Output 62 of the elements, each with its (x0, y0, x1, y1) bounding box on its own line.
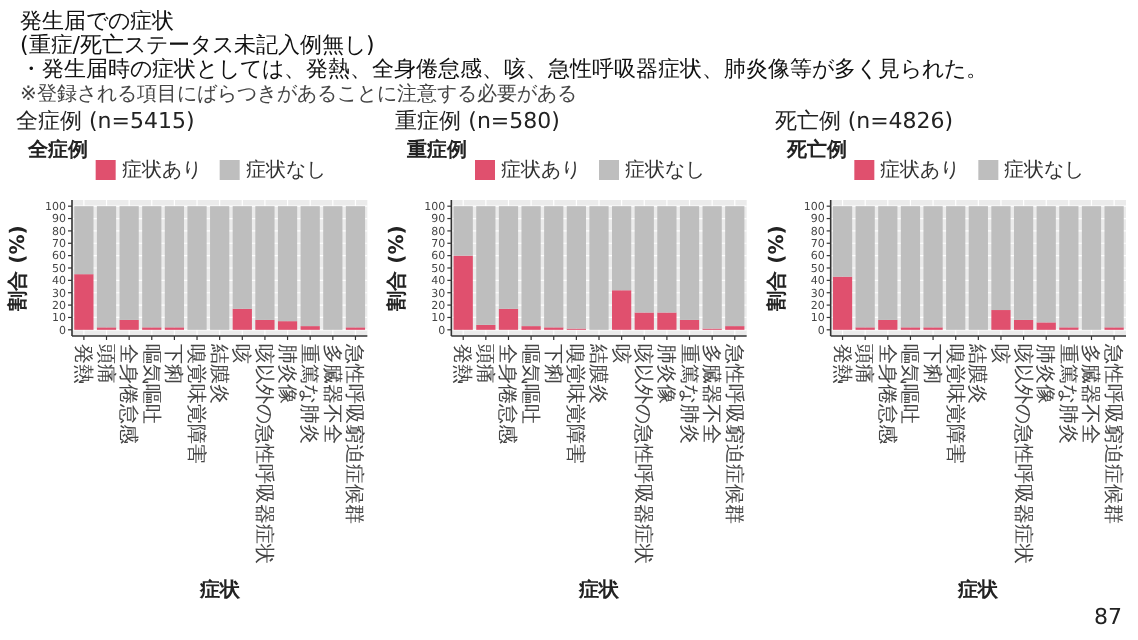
x-tick-label: 重篤な肺炎 (297, 344, 322, 444)
x-tick-label: 嘔気嘔吐 (897, 344, 922, 424)
x-tick-label: 下痢 (161, 344, 186, 384)
x-tick-label: 発熱 (829, 344, 854, 384)
chart-subtitle: 全症例 (n=5415) (16, 108, 195, 134)
x-tick-label: 肺炎像 (653, 344, 678, 404)
x-tick-label: 咳 (229, 344, 254, 364)
text: 発生届での症状 (20, 8, 174, 34)
x-tick-label: 肺炎像 (1033, 344, 1058, 404)
text: ・発生届時の症状としては、発熱、全身倦怠感、咳、急性呼吸器症状、肺炎像等が多く見られた。 (20, 56, 988, 82)
x-tick-label: 結膜炎 (586, 342, 610, 404)
x-tick-label: 嗅覚味覚障害 (942, 344, 967, 464)
x-axis-title: 症状 (577, 578, 621, 602)
legend-label: 症状なし (245, 158, 326, 182)
x-tick-label: 嗅覚味覚障害 (184, 344, 209, 464)
x-tick-label: 頭痛 (93, 344, 118, 384)
y-axis-title: 割合 (%) (385, 225, 410, 313)
x-tick-label: 肺炎像 (274, 344, 299, 404)
chart-title: 全症例 (26, 138, 88, 162)
x-tick-label: 咳以外の急性呼吸器症状 (631, 344, 656, 564)
x-tick-label: 多臓器不全 (1078, 344, 1103, 444)
x-tick-label: 結膜炎 (206, 342, 231, 404)
x-tick-label: 重篤な肺炎 (676, 344, 701, 444)
x-tick-label: 全身倦怠感 (116, 344, 141, 444)
x-axis-title: 症状 (197, 578, 242, 602)
x-tick-label: 発熱 (450, 344, 475, 384)
x-tick-label: 嘔気嘔吐 (138, 344, 163, 424)
x-tick-label: 下痢 (920, 344, 945, 384)
y-axis-title: 割合 (%) (6, 225, 30, 313)
x-tick-label: 重篤な肺炎 (1055, 344, 1080, 444)
x-tick-label: 頭痛 (852, 344, 877, 384)
text: 87 (1094, 604, 1122, 630)
x-tick-label: 全身倦怠感 (874, 344, 899, 444)
x-tick-label: 咳以外の急性呼吸器症状 (251, 344, 276, 564)
x-tick-label: 結膜炎 (965, 342, 990, 404)
x-axis-title: 症状 (956, 578, 1001, 602)
legend-label: 症状なし (625, 158, 705, 182)
legend-label: 症状なし (1004, 158, 1085, 182)
x-tick-label: 急性呼吸窮迫症候群 (721, 342, 746, 524)
x-tick-label: 咳 (987, 344, 1012, 364)
x-tick-label: 下痢 (540, 344, 565, 384)
text: ※登録される項目にばらつきがあることに注意する必要がある (20, 82, 577, 106)
x-tick-label: 嘔気嘔吐 (518, 344, 543, 424)
x-tick-label: 咳 (608, 344, 633, 364)
chart-title: 死亡例 (784, 138, 847, 162)
text: (重症/死亡ステータス未記入例無し) (20, 32, 375, 58)
x-tick-label: 発熱 (70, 344, 95, 384)
y-axis-title: 割合 (%) (764, 225, 789, 313)
x-tick-label: 急性呼吸窮迫症候群 (342, 342, 367, 524)
chart-subtitle: 死亡例 (n=4826) (774, 108, 954, 134)
x-tick-label: 嗅覚味覚障害 (563, 344, 588, 464)
chart-title: 重症例 (405, 138, 468, 162)
legend-label: 症状あり (880, 158, 961, 182)
chart-subtitle: 重症例 (n=580) (395, 108, 560, 134)
x-tick-label: 咳以外の急性呼吸器症状 (1010, 344, 1035, 564)
legend-label: 症状あり (121, 158, 202, 182)
legend-label: 症状あり (501, 158, 581, 182)
x-tick-label: 急性呼吸窮迫症候群 (1101, 342, 1126, 524)
x-tick-label: 多臓器不全 (699, 344, 724, 444)
x-tick-label: 全身倦怠感 (495, 344, 520, 444)
x-tick-label: 頭痛 (472, 344, 497, 384)
x-tick-label: 多臓器不全 (319, 344, 344, 444)
